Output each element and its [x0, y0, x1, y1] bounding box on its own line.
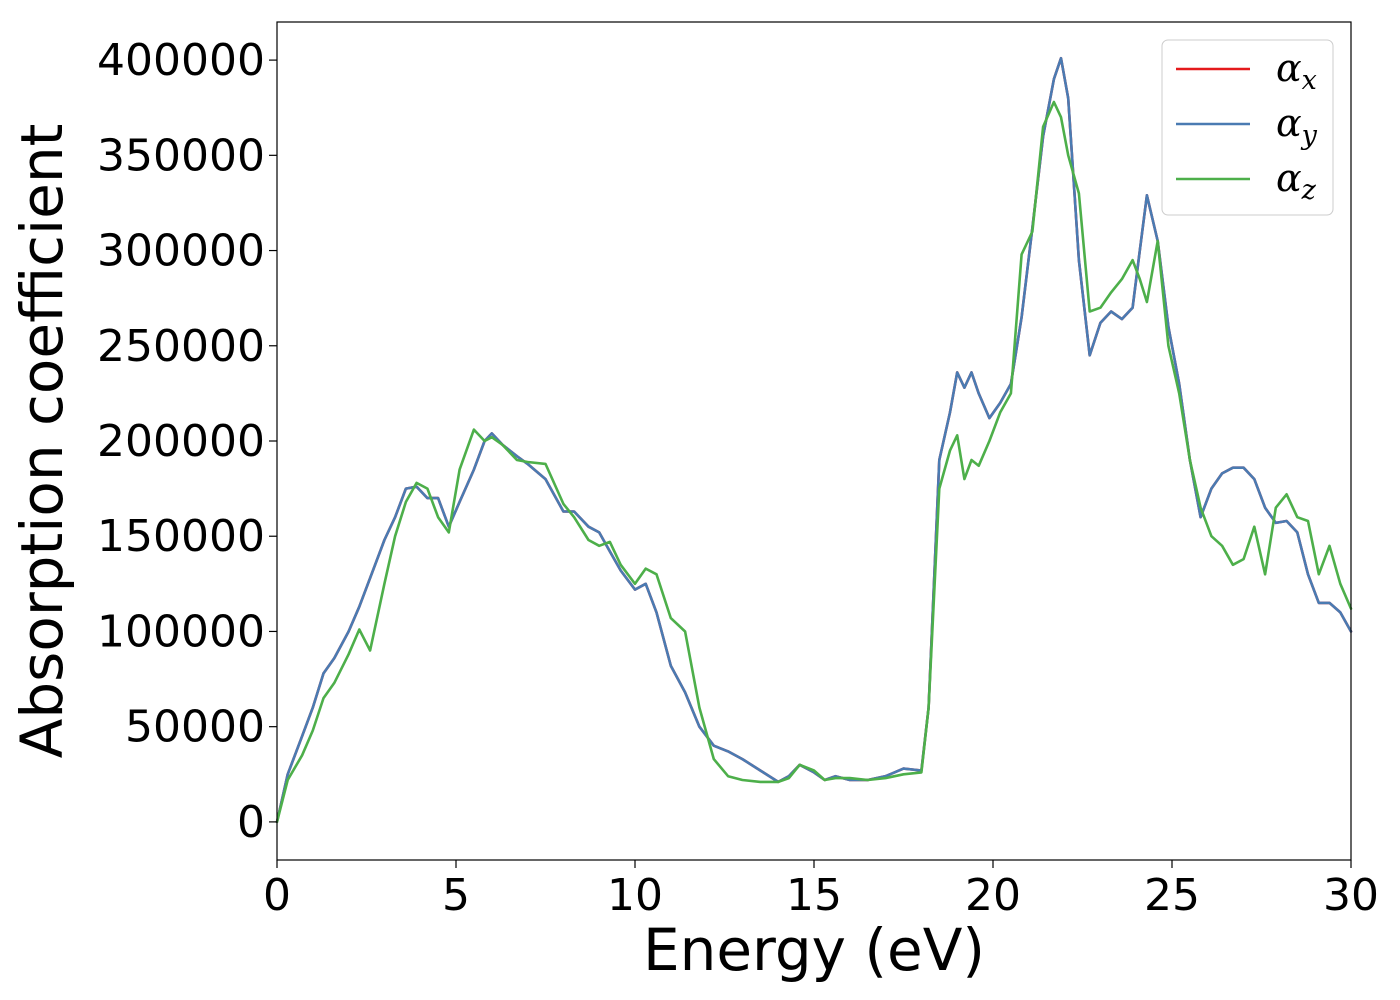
x-tick-label: 15: [786, 870, 842, 921]
y-tick-label: 100000: [97, 606, 265, 657]
legend-label-subscript: z: [1301, 175, 1317, 206]
x-axis-title: Energy (eV): [643, 916, 985, 984]
y-tick-label: 200000: [97, 416, 265, 467]
x-tick-label: 10: [607, 870, 663, 921]
y-tick-label: 50000: [125, 702, 265, 753]
series-line-z: [275, 100, 1353, 824]
y-tick-label: 300000: [97, 226, 265, 277]
legend-box: [1161, 39, 1334, 216]
legend-label-subscript: x: [1302, 65, 1317, 96]
x-tick-label: 0: [263, 870, 291, 921]
legend-label-symbol: α: [1276, 156, 1302, 200]
series-layer: [275, 56, 1353, 824]
y-tick-label: 250000: [97, 321, 265, 372]
legend-label-symbol: α: [1276, 101, 1302, 145]
legend-label-subscript: y: [1301, 120, 1318, 151]
y-tick-label: 150000: [97, 511, 265, 562]
legend-label-symbol: α: [1276, 46, 1302, 90]
y-tick-label: 0: [237, 797, 265, 848]
plot-frame: [276, 21, 1352, 861]
x-tick-label: 20: [965, 870, 1021, 921]
x-tick-label: 5: [442, 870, 470, 921]
legend-label-x: αx: [1276, 46, 1317, 96]
legend-label-y: αy: [1276, 101, 1318, 151]
legend-label-z: αz: [1276, 156, 1317, 206]
y-axis-ticks: 0 50000 100000 150000 200000 250000 300000 3500…: [97, 35, 277, 848]
x-tick-label: 25: [1144, 870, 1200, 921]
y-tick-label: 400000: [97, 35, 265, 86]
y-axis-title: Absorption coefficient: [8, 124, 76, 759]
x-tick-label: 30: [1323, 870, 1379, 921]
x-axis-ticks: 0 5 10 15 20 25 30: [263, 860, 1379, 921]
y-tick-label: 350000: [97, 130, 265, 181]
